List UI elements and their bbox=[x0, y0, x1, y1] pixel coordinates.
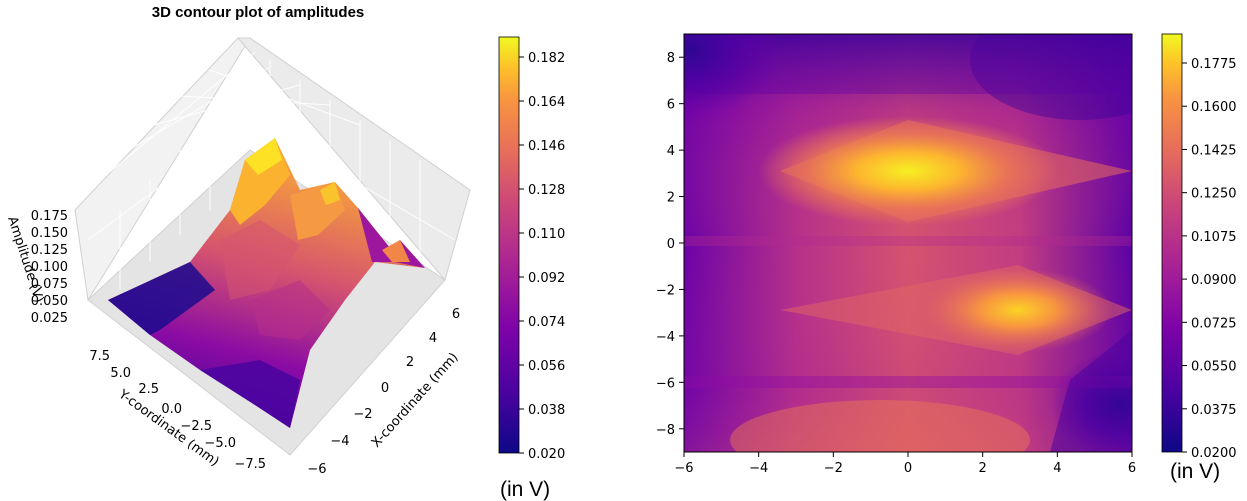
yaxis-ticks-3d: 7.5 5.0 2.5 0.0 −2.5 −5.0 −7.5 bbox=[89, 349, 266, 472]
colorbar-tick-label: 0.1250 bbox=[1191, 187, 1237, 202]
colorbar-tick-label: 0.164 bbox=[528, 95, 565, 110]
y-tick-label: 0 bbox=[667, 237, 675, 252]
x-tick-label: −4 bbox=[749, 461, 768, 476]
z-tick: 0.050 bbox=[31, 294, 68, 309]
y-tick-label: 6 bbox=[667, 98, 675, 113]
colorbar-tick-label: 0.0900 bbox=[1191, 273, 1237, 288]
x-tick-label: 4 bbox=[1053, 461, 1061, 476]
y-tick-label: 2 bbox=[667, 191, 675, 206]
heatmap-peak bbox=[923, 268, 1113, 352]
colorbar-right-unit: (in V) bbox=[1170, 460, 1220, 483]
chart-title-3d: 3D contour plot of amplitudes bbox=[152, 4, 365, 21]
y-tick-label: −6 bbox=[656, 376, 675, 391]
colorbar-tick-label: 0.1600 bbox=[1191, 100, 1237, 115]
heatmap-y-ticks: 8 6 4 2 0 −2 −4 −6 −8 bbox=[656, 51, 684, 438]
colorbar-tick-label: 0.074 bbox=[528, 315, 565, 330]
x-tick-label: 2 bbox=[979, 461, 987, 476]
colorbar-tick-label: 0.146 bbox=[528, 139, 565, 154]
x-tick-label: −2 bbox=[824, 461, 843, 476]
colorbar-tick-label: 0.0725 bbox=[1191, 316, 1237, 331]
colorbar-tick-label: 0.0550 bbox=[1191, 360, 1237, 375]
heatmap-peak bbox=[758, 116, 1058, 226]
colorbar-right bbox=[1161, 33, 1183, 453]
x-tick-label: −6 bbox=[674, 461, 693, 476]
colorbar-right-ticks: 0.1775 0.1600 0.1425 0.1250 0.1075 0.0900 0.07… bbox=[1182, 57, 1237, 461]
colorbar-tick-label: 0.0375 bbox=[1191, 403, 1237, 418]
colorbar-tick-label: 0.1775 bbox=[1191, 57, 1237, 72]
colorbar-left bbox=[498, 36, 520, 454]
colorbar-tick-label: 0.038 bbox=[528, 403, 565, 418]
colorbar-tick-label: 0.020 bbox=[528, 447, 565, 462]
colorbar-tick-label: 0.182 bbox=[528, 51, 565, 66]
x-tick: 4 bbox=[429, 331, 437, 346]
colorbar-tick-label: 0.0200 bbox=[1191, 446, 1237, 461]
colorbar-tick-label: 0.092 bbox=[528, 271, 565, 286]
colorbar-tick-label: 0.1075 bbox=[1191, 230, 1237, 245]
x-axis-label-3d: X-coordinate (mm) bbox=[369, 350, 462, 451]
colorbar-tick-label: 0.056 bbox=[528, 359, 565, 374]
z-tick: 0.150 bbox=[31, 226, 68, 241]
z-tick: 0.075 bbox=[31, 277, 68, 292]
colorbar-tick-label: 0.1425 bbox=[1191, 143, 1237, 158]
y-tick: −7.5 bbox=[234, 457, 266, 472]
y-tick: −5.0 bbox=[204, 436, 236, 451]
z-tick: 0.175 bbox=[31, 209, 68, 224]
colorbar-left-unit: (in V) bbox=[500, 478, 550, 501]
y-tick-label: 8 bbox=[667, 51, 675, 66]
surface3d-mesh bbox=[108, 138, 425, 428]
y-tick-label: −4 bbox=[656, 330, 675, 345]
y-tick: 5.0 bbox=[110, 366, 131, 381]
heatmap-x-ticks: −6 −4 −2 0 2 4 6 bbox=[674, 452, 1136, 476]
y-tick-label: −2 bbox=[656, 283, 675, 298]
y-tick: 0.0 bbox=[161, 402, 182, 417]
x-tick-label: 6 bbox=[1128, 461, 1136, 476]
x-tick: −4 bbox=[330, 434, 349, 449]
x-tick-label: 0 bbox=[904, 461, 912, 476]
y-tick: 2.5 bbox=[138, 382, 159, 397]
y-tick-label: −8 bbox=[656, 423, 675, 438]
x-tick: −6 bbox=[307, 462, 326, 477]
x-tick: −2 bbox=[353, 407, 372, 422]
colorbar-tick-label: 0.110 bbox=[528, 227, 565, 242]
y-tick: −2.5 bbox=[180, 419, 212, 434]
y-tick: 7.5 bbox=[89, 349, 110, 364]
zaxis-ticks-3d: 0.175 0.150 0.125 0.100 0.075 0.050 0.02… bbox=[31, 209, 68, 326]
y-tick-label: 4 bbox=[667, 144, 675, 159]
colorbar-tick-label: 0.128 bbox=[528, 183, 565, 198]
x-tick: 0 bbox=[381, 381, 389, 396]
z-tick: 0.100 bbox=[31, 260, 68, 275]
z-tick: 0.025 bbox=[31, 311, 68, 326]
colorbar-left-ticks: 0.182 0.164 0.146 0.128 0.110 0.092 0.074 0.056… bbox=[519, 51, 565, 462]
heatmap-field bbox=[684, 34, 1132, 452]
z-tick: 0.125 bbox=[31, 243, 68, 258]
x-tick: 2 bbox=[406, 355, 414, 370]
xaxis-ticks-3d: −6 −4 −2 0 2 4 6 bbox=[307, 307, 460, 477]
x-tick: 6 bbox=[452, 307, 460, 322]
